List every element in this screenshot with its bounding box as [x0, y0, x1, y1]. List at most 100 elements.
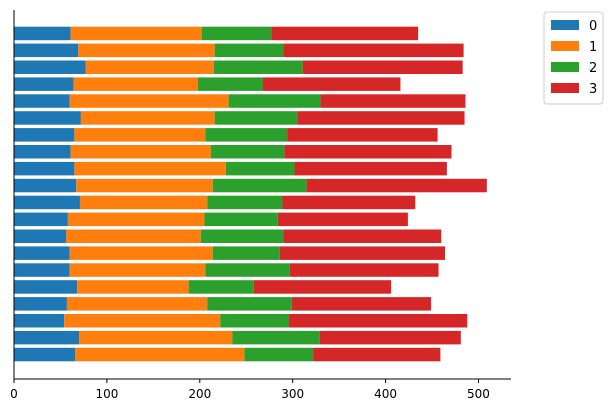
- bar-segment-series-2-row-2: [220, 314, 289, 328]
- legend-swatch-2: [551, 62, 579, 72]
- bar-segment-series-3-row-17: [302, 60, 463, 74]
- bar-segment-series-0-row-11: [14, 161, 75, 176]
- bar-segment-series-3-row-14: [297, 111, 465, 125]
- x-tick-label: 200: [188, 387, 211, 401]
- bar-segment-series-0-row-19: [14, 26, 71, 41]
- x-tick-label: 0: [10, 387, 18, 401]
- legend-label-2: 2: [589, 61, 597, 76]
- bar-segment-series-3-row-1: [319, 330, 461, 345]
- bar-segment-series-2-row-14: [214, 111, 298, 125]
- x-tick-label: 500: [467, 387, 490, 401]
- bar-segment-series-0-row-9: [14, 195, 80, 210]
- bar-segment-series-1-row-18: [78, 43, 215, 58]
- bar-segment-series-3-row-11: [294, 161, 447, 176]
- bar-segment-series-1-row-1: [79, 330, 233, 345]
- legend-label-3: 3: [589, 82, 597, 97]
- bar-segment-series-3-row-19: [271, 26, 419, 41]
- bar-segment-series-1-row-16: [73, 77, 198, 91]
- bar-segment-series-0-row-2: [14, 314, 65, 328]
- bar-segment-series-0-row-6: [14, 246, 70, 260]
- bar-segment-series-2-row-13: [205, 128, 288, 142]
- bar-segment-series-1-row-19: [70, 26, 202, 41]
- bar-segment-series-2-row-12: [210, 145, 285, 159]
- x-tick-label: 300: [281, 387, 304, 401]
- bar-segment-series-3-row-9: [282, 195, 416, 210]
- bar-segment-series-3-row-16: [262, 77, 401, 91]
- bar-segment-series-1-row-15: [69, 94, 229, 108]
- bar-segment-series-3-row-2: [288, 314, 468, 328]
- bars-layer: [14, 26, 487, 362]
- bar-segment-series-2-row-15: [228, 94, 321, 108]
- bar-segment-series-3-row-0: [313, 347, 441, 362]
- bar-segment-series-1-row-6: [69, 246, 213, 260]
- bar-segment-series-2-row-4: [188, 280, 254, 294]
- bar-segment-series-1-row-8: [67, 212, 205, 227]
- legend-swatch-1: [551, 41, 579, 51]
- bar-segment-series-0-row-12: [14, 145, 71, 159]
- bar-segment-series-1-row-14: [80, 111, 215, 125]
- bar-segment-series-3-row-13: [287, 128, 438, 142]
- bar-segment-series-1-row-9: [79, 195, 208, 210]
- bar-segment-series-2-row-10: [212, 178, 307, 193]
- bar-segment-series-1-row-4: [77, 280, 189, 294]
- bar-segment-series-3-row-12: [284, 145, 452, 159]
- bar-segment-series-3-row-5: [289, 263, 439, 277]
- bar-segment-series-2-row-18: [214, 43, 284, 58]
- bar-segment-series-2-row-17: [213, 60, 303, 74]
- bar-segment-series-0-row-5: [14, 263, 70, 277]
- bar-segment-series-3-row-4: [253, 280, 392, 294]
- legend: 0 1 2 3: [543, 11, 604, 105]
- bar-segment-series-3-row-3: [291, 297, 432, 311]
- bar-segment-series-0-row-1: [14, 330, 80, 345]
- x-tick-label: 100: [95, 387, 118, 401]
- bar-segment-series-2-row-11: [225, 161, 295, 176]
- legend-swatch-3: [551, 83, 579, 93]
- bar-segment-series-2-row-3: [207, 297, 292, 311]
- legend-label-1: 1: [589, 40, 597, 55]
- bar-segment-series-1-row-3: [66, 297, 208, 311]
- bar-segment-series-3-row-6: [279, 246, 446, 260]
- bar-segment-series-1-row-17: [85, 60, 214, 74]
- bar-segment-series-3-row-10: [306, 178, 487, 193]
- bar-segment-series-0-row-17: [14, 60, 86, 74]
- bar-segment-series-0-row-4: [14, 280, 78, 294]
- bar-segment-series-2-row-19: [201, 26, 272, 41]
- bar-segment-series-1-row-0: [75, 347, 245, 362]
- legend-label-0: 0: [589, 19, 597, 34]
- bar-segment-series-2-row-0: [244, 347, 314, 362]
- bar-segment-series-0-row-16: [14, 77, 74, 91]
- bar-segment-series-0-row-7: [14, 229, 67, 243]
- bar-segment-series-1-row-7: [66, 229, 201, 243]
- bar-segment-series-0-row-0: [14, 347, 76, 362]
- bar-segment-series-2-row-16: [197, 77, 263, 91]
- bar-segment-series-1-row-12: [70, 145, 211, 159]
- legend-items: 0 1 2 3: [551, 19, 597, 97]
- legend-frame: [543, 11, 604, 105]
- bar-segment-series-2-row-9: [207, 195, 283, 210]
- bar-segment-series-3-row-18: [283, 43, 464, 58]
- bar-segment-series-2-row-8: [204, 212, 278, 227]
- legend-swatch-0: [551, 20, 579, 30]
- bar-segment-series-1-row-5: [69, 263, 206, 277]
- bar-segment-series-0-row-18: [14, 43, 79, 58]
- bar-segment-series-1-row-13: [74, 128, 206, 142]
- bar-segment-series-3-row-15: [320, 94, 466, 108]
- bar-segment-series-2-row-5: [205, 263, 290, 277]
- bar-segment-series-0-row-10: [14, 178, 77, 193]
- x-ticks: 0 100 200 300 400 500: [10, 379, 490, 401]
- bar-segment-series-0-row-8: [14, 212, 68, 227]
- bar-segment-series-1-row-11: [74, 161, 226, 176]
- bar-segment-series-0-row-13: [14, 128, 75, 142]
- bar-segment-series-0-row-14: [14, 111, 81, 125]
- bar-segment-series-3-row-7: [283, 229, 442, 243]
- bar-segment-series-3-row-8: [277, 212, 408, 227]
- bar-segment-series-2-row-7: [200, 229, 284, 243]
- bar-segment-series-0-row-3: [14, 297, 67, 311]
- bar-segment-series-2-row-1: [232, 330, 320, 345]
- bar-segment-series-1-row-2: [64, 314, 221, 328]
- bar-segment-series-0-row-15: [14, 94, 70, 108]
- x-tick-label: 400: [374, 387, 397, 401]
- bar-segment-series-2-row-6: [212, 246, 280, 260]
- bar-segment-series-1-row-10: [76, 178, 213, 193]
